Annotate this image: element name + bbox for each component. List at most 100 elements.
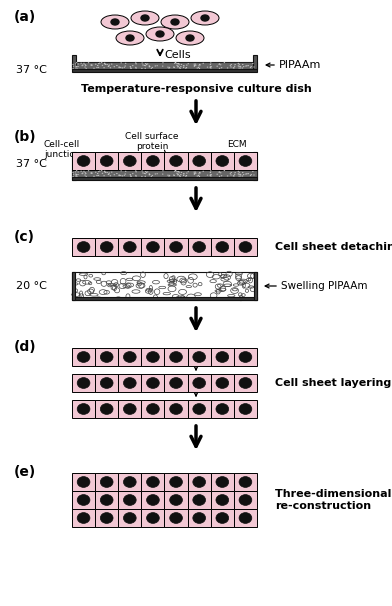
Ellipse shape [246, 65, 248, 66]
Ellipse shape [130, 67, 131, 68]
Ellipse shape [239, 404, 252, 415]
Ellipse shape [211, 66, 212, 67]
Ellipse shape [218, 171, 220, 173]
Bar [165, 348, 188, 366]
Ellipse shape [85, 176, 87, 177]
Bar [118, 400, 142, 418]
Ellipse shape [245, 65, 247, 67]
Ellipse shape [108, 174, 109, 175]
Ellipse shape [154, 65, 156, 67]
Ellipse shape [193, 513, 205, 524]
Text: Swelling PIPAAm: Swelling PIPAAm [281, 281, 367, 291]
Bar [234, 238, 257, 256]
Ellipse shape [116, 31, 144, 45]
Bar [234, 400, 257, 418]
Ellipse shape [156, 31, 164, 37]
Ellipse shape [99, 62, 101, 64]
Ellipse shape [147, 378, 159, 388]
Ellipse shape [123, 513, 136, 524]
Ellipse shape [240, 66, 241, 67]
Ellipse shape [82, 65, 83, 66]
Bar [254, 272, 257, 300]
Ellipse shape [230, 65, 231, 66]
Ellipse shape [239, 494, 252, 505]
Ellipse shape [76, 174, 77, 175]
Ellipse shape [196, 67, 198, 68]
Ellipse shape [130, 175, 131, 176]
Ellipse shape [216, 351, 229, 362]
Ellipse shape [243, 66, 245, 67]
Ellipse shape [167, 175, 169, 176]
Ellipse shape [175, 62, 176, 63]
Ellipse shape [234, 174, 235, 175]
Ellipse shape [123, 476, 136, 487]
Ellipse shape [233, 175, 235, 176]
Bar [95, 491, 118, 509]
Ellipse shape [120, 62, 122, 64]
Ellipse shape [193, 242, 205, 253]
Ellipse shape [145, 171, 147, 172]
Ellipse shape [178, 63, 180, 64]
Ellipse shape [162, 170, 164, 171]
Ellipse shape [240, 67, 241, 68]
Ellipse shape [104, 63, 105, 64]
Ellipse shape [77, 378, 90, 388]
Ellipse shape [186, 175, 187, 176]
Ellipse shape [195, 173, 196, 174]
Ellipse shape [210, 64, 211, 65]
Ellipse shape [84, 64, 86, 65]
Ellipse shape [104, 171, 105, 172]
Ellipse shape [181, 172, 182, 173]
Ellipse shape [143, 65, 145, 66]
Ellipse shape [219, 68, 220, 69]
Ellipse shape [216, 404, 229, 415]
Ellipse shape [122, 175, 123, 176]
Ellipse shape [123, 404, 136, 415]
Ellipse shape [108, 66, 109, 67]
Ellipse shape [76, 176, 78, 177]
Bar [234, 152, 257, 170]
Ellipse shape [170, 404, 182, 415]
Ellipse shape [101, 62, 102, 63]
Ellipse shape [232, 67, 234, 68]
Ellipse shape [141, 15, 149, 21]
Ellipse shape [178, 172, 180, 173]
Bar [72, 348, 95, 366]
Ellipse shape [76, 170, 77, 171]
Ellipse shape [169, 175, 170, 176]
Text: PIPAAm: PIPAAm [279, 60, 321, 70]
Ellipse shape [101, 15, 129, 29]
Ellipse shape [97, 65, 98, 66]
Text: Cell surface
protein: Cell surface protein [125, 132, 179, 155]
Ellipse shape [170, 378, 182, 388]
Ellipse shape [230, 173, 231, 175]
Ellipse shape [238, 65, 239, 67]
Ellipse shape [123, 156, 136, 167]
Bar [165, 509, 188, 527]
Ellipse shape [199, 64, 200, 65]
Ellipse shape [75, 65, 76, 67]
Bar [72, 238, 95, 256]
Bar [72, 297, 257, 300]
Ellipse shape [118, 175, 120, 176]
Ellipse shape [239, 156, 252, 167]
Ellipse shape [176, 63, 178, 64]
Bar [72, 400, 95, 418]
Ellipse shape [183, 65, 184, 66]
Bar [72, 152, 76, 180]
Ellipse shape [98, 63, 100, 64]
Ellipse shape [114, 66, 115, 67]
Ellipse shape [193, 404, 205, 415]
Ellipse shape [194, 65, 195, 66]
Ellipse shape [156, 173, 158, 175]
Ellipse shape [183, 67, 184, 68]
Ellipse shape [187, 63, 189, 64]
Ellipse shape [78, 171, 79, 173]
Ellipse shape [132, 173, 134, 174]
Ellipse shape [104, 63, 105, 64]
Ellipse shape [242, 67, 243, 68]
Ellipse shape [176, 65, 178, 66]
Ellipse shape [194, 174, 195, 175]
Bar [95, 374, 118, 392]
Ellipse shape [162, 173, 163, 175]
